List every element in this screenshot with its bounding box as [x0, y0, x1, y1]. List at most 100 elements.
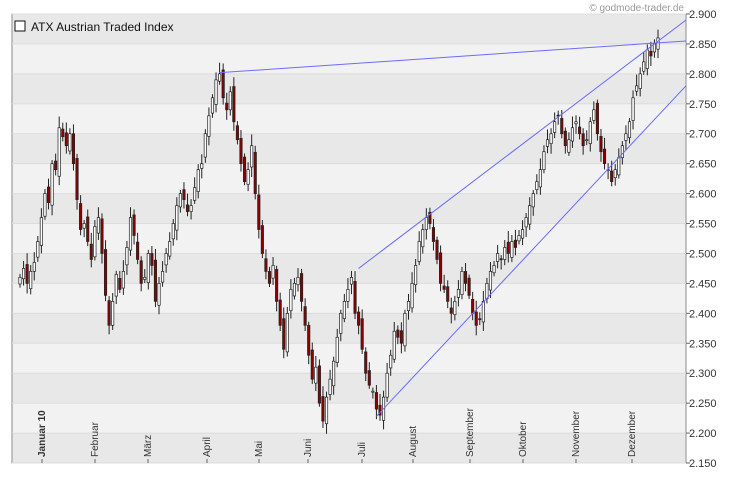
candle-body: [460, 271, 464, 296]
candle-body: [153, 259, 157, 302]
candle-body: [150, 253, 154, 266]
candle-body: [535, 181, 539, 190]
candle-body: [581, 133, 585, 147]
candle-body: [456, 289, 460, 298]
candle-body: [613, 169, 617, 179]
candle-body: [242, 156, 247, 182]
candle-body: [545, 139, 550, 147]
candle-body: [46, 186, 51, 203]
watermark: © godmode-trader.de: [589, 3, 684, 14]
candle-body: [214, 79, 218, 105]
candle-body: [485, 283, 489, 300]
candle-body: [235, 125, 239, 141]
x-tick-label: Mai: [254, 441, 265, 457]
candle-body: [403, 312, 407, 347]
candle-body: [171, 223, 175, 240]
candle-body: [71, 133, 76, 165]
candle-body: [54, 160, 58, 171]
candle-body: [161, 271, 165, 283]
candle-body: [357, 311, 361, 326]
x-tick-label: April: [202, 437, 213, 457]
candle-body: [278, 299, 282, 326]
candle-body: [503, 247, 507, 260]
grid-band: [13, 253, 685, 284]
y-tick-label: 2.600: [689, 189, 717, 201]
candle-body: [389, 354, 393, 369]
candle-body: [68, 133, 72, 152]
candle-body: [36, 241, 40, 258]
candle-body: [143, 277, 147, 280]
x-tick-label: Oktober: [518, 421, 529, 457]
y-tick-label: 2.650: [689, 159, 717, 171]
candle-body: [39, 217, 43, 246]
candle-body: [567, 139, 571, 153]
x-tick-label: Februar: [90, 421, 101, 457]
candle-body: [446, 286, 450, 302]
candle-body: [225, 102, 229, 111]
candle-body: [121, 271, 125, 289]
candle-body: [439, 252, 443, 284]
candle-body: [371, 390, 375, 393]
y-tick-label: 2.800: [689, 69, 717, 81]
candle-body: [168, 241, 172, 257]
candle-body: [599, 136, 603, 153]
candle-body: [218, 73, 222, 82]
x-axis-months: Januar 10 Februar März April Mai Juni Juli Augu…: [37, 407, 638, 463]
candle-body: [595, 102, 599, 135]
candle-body: [428, 211, 432, 224]
candle-body: [578, 126, 582, 135]
candle-body: [271, 265, 275, 279]
candle-body: [132, 214, 136, 236]
candle-body: [253, 151, 257, 194]
candle-body: [474, 311, 478, 326]
candle-body: [321, 396, 325, 422]
candle-body: [18, 277, 22, 285]
candle-body: [61, 128, 65, 138]
candle-body: [79, 203, 83, 230]
candle-body: [32, 262, 36, 272]
candle-body: [335, 336, 339, 363]
candle-body: [342, 301, 346, 319]
x-tick-label: Juni: [303, 439, 314, 457]
grid-band: [13, 14, 685, 44]
candle-body: [528, 205, 532, 225]
candle-body: [574, 121, 578, 125]
candle-body: [449, 307, 453, 314]
candle-body: [332, 360, 336, 387]
candle-body: [453, 301, 457, 316]
candle-body: [103, 249, 108, 296]
y-tick-label: 2.250: [689, 398, 717, 410]
candle-body: [310, 349, 314, 380]
candle-body: [307, 324, 311, 356]
candle-body: [513, 239, 517, 248]
candle-body: [57, 127, 61, 177]
y-tick-label: 2.700: [689, 129, 717, 141]
candle-body: [303, 306, 307, 326]
x-tick-label: September: [465, 407, 476, 457]
candle-body: [481, 301, 485, 323]
candle-body: [22, 268, 26, 280]
grid-band: [13, 313, 685, 344]
candle-body: [146, 253, 150, 284]
candle-body: [627, 121, 632, 139]
candle-body: [285, 312, 289, 353]
candle-body: [228, 91, 232, 111]
candle-body: [221, 69, 225, 99]
candle-body: [275, 269, 279, 302]
y-tick-label: 2.300: [689, 368, 717, 380]
candle-body: [570, 127, 575, 142]
candle-body: [631, 97, 635, 121]
candle-body: [264, 258, 268, 272]
candle-body: [602, 148, 607, 165]
candle-body: [292, 283, 296, 297]
candle-body: [635, 85, 639, 92]
candle-body: [524, 217, 528, 228]
candle-body: [374, 392, 378, 410]
legend-swatch: [14, 20, 26, 32]
candle-body: [353, 281, 357, 314]
candle-body: [471, 298, 475, 314]
candle-body: [96, 217, 100, 234]
candle-body: [645, 49, 649, 69]
candle-body: [510, 241, 514, 258]
candle-body: [553, 121, 557, 133]
